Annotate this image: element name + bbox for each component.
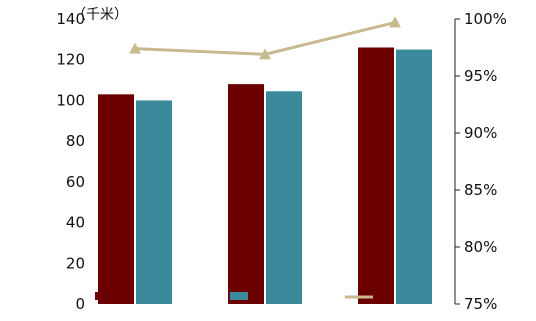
bar-series1-cat3 — [358, 47, 394, 304]
legend-swatch-series2 — [230, 292, 248, 300]
y-left-tick-label: 0 — [75, 295, 85, 313]
y-left-tick-label: 40 — [66, 214, 85, 232]
y-left-tick-label: 80 — [66, 132, 85, 150]
bar-series1-cat1 — [98, 94, 134, 304]
bar-series2-cat2 — [266, 91, 302, 305]
y-axis-unit-label: （千米） — [72, 7, 128, 23]
ratio-marker-3 — [389, 16, 401, 28]
bars-group — [98, 47, 432, 305]
bar-series2-cat1 — [136, 100, 172, 304]
y-right-tick-label: 85% — [464, 181, 497, 199]
legend-swatch-series1 — [95, 292, 113, 300]
y-left-tick-label: 20 — [66, 254, 85, 272]
y-left-tick-label: 120 — [56, 51, 85, 69]
ratio-line-group — [129, 16, 401, 60]
y-left-tick-label: 100 — [56, 91, 85, 109]
y-right-tick-label: 75% — [464, 295, 497, 313]
y-left-tick-label: 140 — [56, 10, 85, 28]
bar-series1-cat2 — [228, 84, 264, 305]
y-right-tick-label: 90% — [464, 124, 497, 142]
y-axis-left: 0 20 40 60 80 100 120 140 — [56, 10, 85, 313]
y-axis-right: 75% 80% 85% 90% 95% 100% — [454, 10, 507, 313]
legend — [95, 292, 373, 300]
y-right-tick-label: 95% — [464, 67, 497, 85]
y-right-tick-label: 80% — [464, 238, 497, 256]
y-right-tick-label: 100% — [464, 10, 507, 28]
y-left-tick-label: 60 — [66, 173, 85, 191]
ratio-marker-1 — [129, 42, 141, 54]
bar-series2-cat3 — [396, 49, 432, 305]
ratio-marker-2 — [259, 48, 271, 60]
